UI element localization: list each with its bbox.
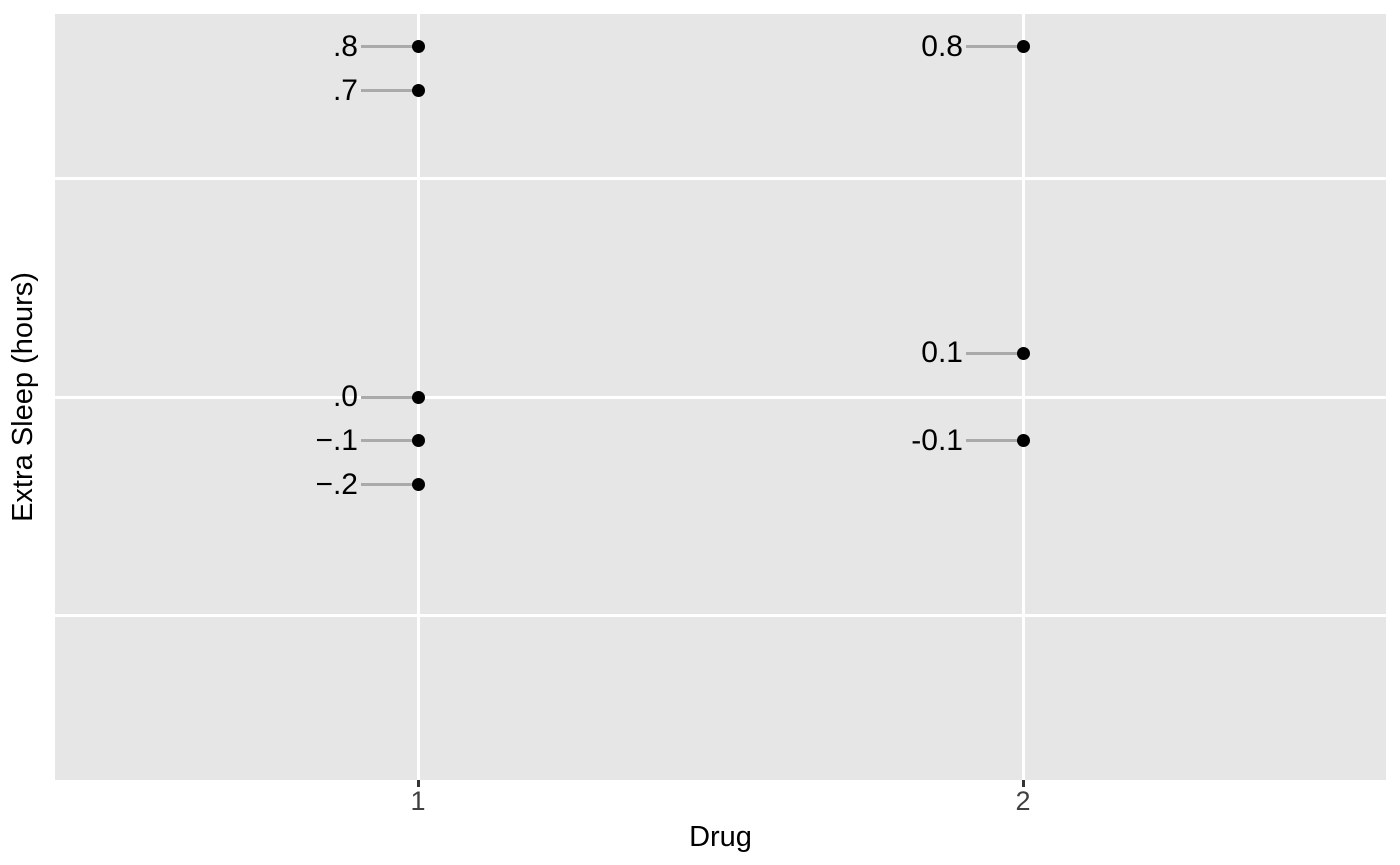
label-leader-line [361,439,418,443]
data-point-label: 0.8 [921,29,963,63]
label-leader-line [966,439,1023,443]
label-leader-line [966,45,1023,49]
major-gridline-horizontal [55,395,1386,399]
data-point [1016,434,1030,448]
data-point-label: -0.1 [911,423,963,457]
label-leader-line [361,483,418,487]
data-point [411,40,425,54]
major-gridline-horizontal [55,614,1386,618]
data-point-label: −.1 [315,423,358,457]
label-leader-line [361,89,418,93]
data-point [411,84,425,98]
x-axis-tick-label: 2 [1015,786,1031,816]
data-point [411,390,425,404]
major-gridline-horizontal [55,176,1386,180]
data-point-label: .8 [332,29,358,63]
label-leader-line [361,395,418,399]
data-point [1016,346,1030,360]
x-axis-tick-mark [1021,780,1025,787]
data-point-label: .0 [332,380,358,413]
data-point [411,434,425,448]
x-axis-tick-label: 1 [410,786,426,816]
label-leader-line [966,351,1023,355]
x-axis-title: Drug [689,821,752,853]
x-axis-tick-mark [416,780,420,787]
data-point-label: .7 [332,73,358,107]
data-point [1016,40,1030,54]
label-leader-line [361,45,418,49]
data-point-label: 0.1 [921,336,963,370]
plot-panel [55,14,1386,780]
y-axis-title: Extra Sleep (hours) [7,272,39,522]
data-point [411,478,425,492]
data-point-label: −.2 [315,467,358,501]
